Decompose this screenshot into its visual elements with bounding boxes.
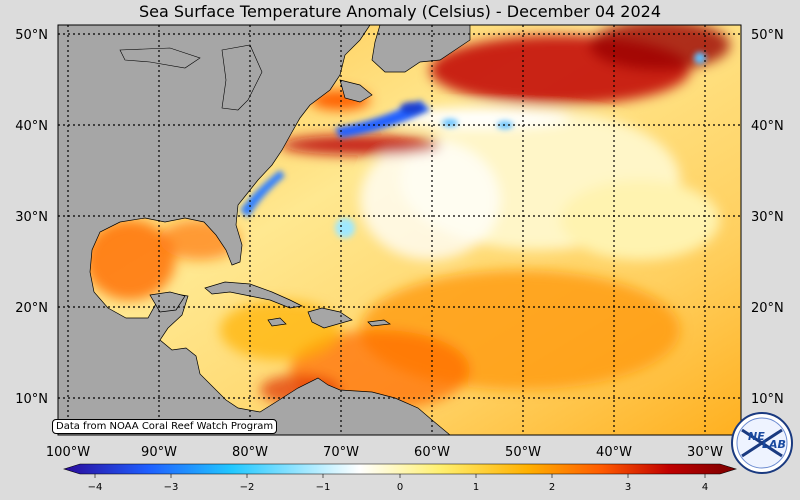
lat-labels-right: 50°N 40°N 30°N 20°N 10°N <box>751 28 784 407</box>
lat-label: 30°N <box>751 210 784 225</box>
lat-label: 50°N <box>751 28 784 43</box>
lat-labels-left: 50°N 40°N 30°N 20°N 10°N <box>15 28 48 407</box>
colorbar-tick-label: −3 <box>164 482 179 493</box>
lat-label: 10°N <box>751 392 784 407</box>
lon-label: 60°W <box>414 445 450 460</box>
colorbar-tick-label: −2 <box>240 482 255 493</box>
lon-labels: 100°W 90°W 80°W 70°W 60°W 50°W 40°W 30°W <box>46 445 723 460</box>
colorbar-tick-label: 1 <box>473 482 479 493</box>
logo-text-left: NE <box>748 430 765 443</box>
graticule <box>58 25 741 435</box>
map-frame <box>57 24 742 436</box>
map-title: Sea Surface Temperature Anomaly (Celsius… <box>139 2 661 21</box>
lat-label: 10°N <box>15 392 48 407</box>
colorbar: −4 −3 −2 −1 0 1 2 3 4 <box>62 463 738 493</box>
colorbar-tick-label: 4 <box>702 482 708 493</box>
lon-label: 100°W <box>46 445 90 460</box>
lon-label: 40°W <box>596 445 632 460</box>
lon-label: 30°W <box>687 445 723 460</box>
colorbar-gradient <box>62 463 738 475</box>
lat-label: 40°N <box>15 119 48 134</box>
lon-label: 90°W <box>141 445 177 460</box>
colorbar-tick-label: −1 <box>316 482 331 493</box>
lon-label: 70°W <box>323 445 359 460</box>
colorbar-tick-label: −4 <box>88 482 103 493</box>
colorbar-tick-label: 2 <box>549 482 555 493</box>
lon-label: 80°W <box>232 445 268 460</box>
colorbar-tick-label: 3 <box>625 482 631 493</box>
data-credit: Data from NOAA Coral Reef Watch Program <box>52 419 278 434</box>
land-masses <box>57 24 471 436</box>
state-borders <box>119 47 201 69</box>
lat-label: 30°N <box>15 210 48 225</box>
nexlab-logo: NE LAB <box>731 412 793 474</box>
lat-label: 20°N <box>751 301 784 316</box>
colorbar-tick-label: 0 <box>397 482 403 493</box>
lon-label: 50°W <box>505 445 541 460</box>
lat-label: 20°N <box>15 301 48 316</box>
logo-text-right: LAB <box>762 438 786 451</box>
lat-label: 50°N <box>15 28 48 43</box>
lat-label: 40°N <box>751 119 784 134</box>
